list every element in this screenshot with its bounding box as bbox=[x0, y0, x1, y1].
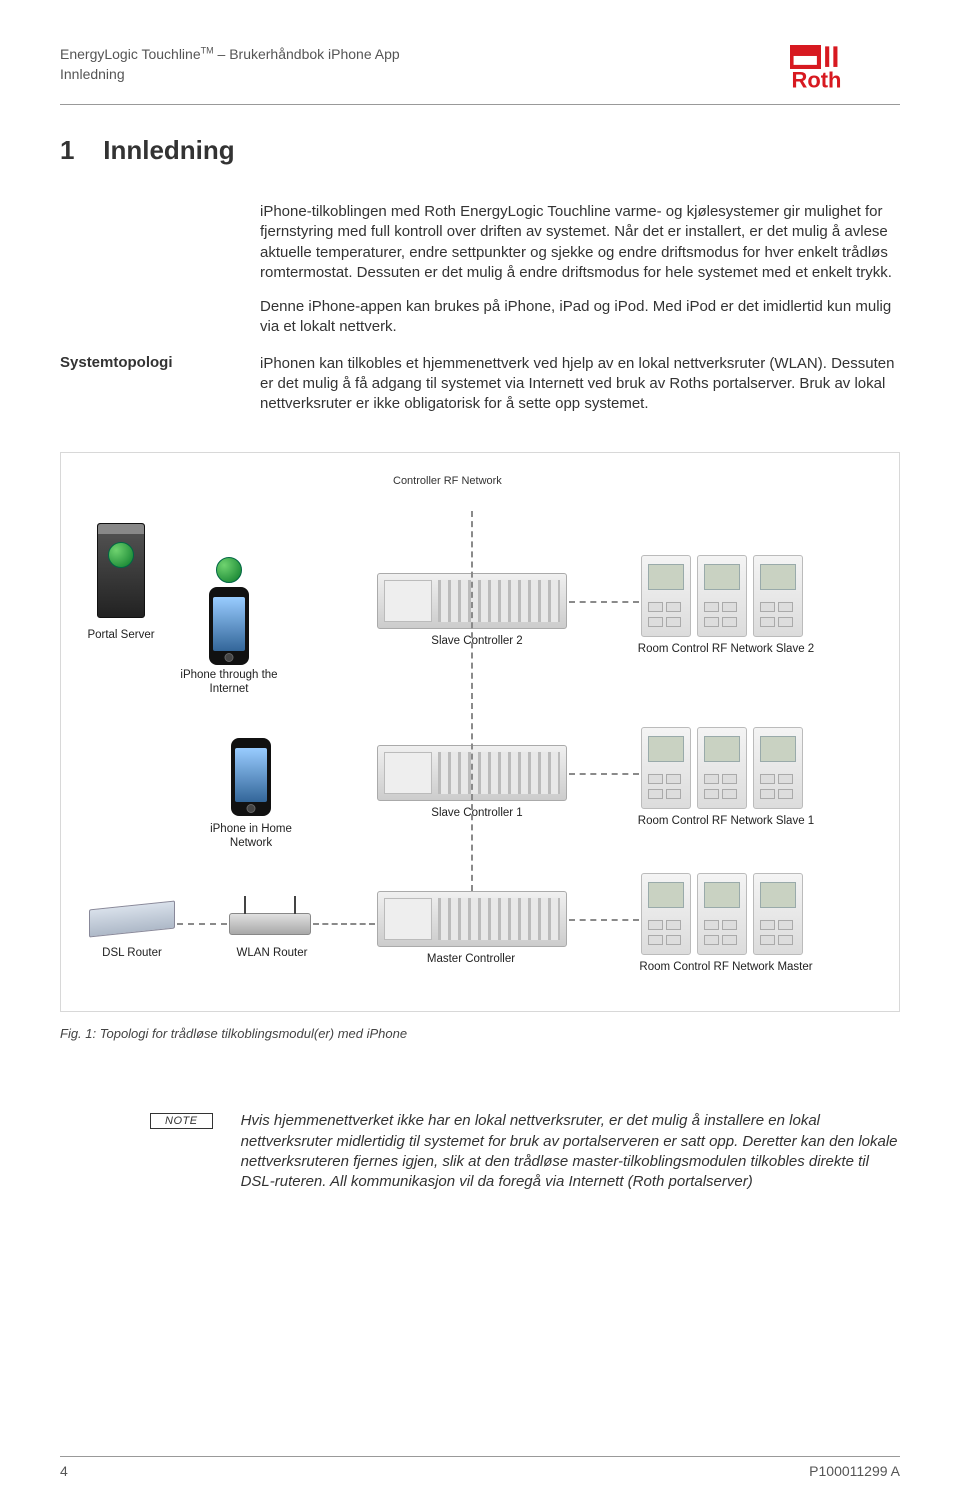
iphone-home-label: iPhone in Home Network bbox=[201, 823, 301, 851]
doc-title-suffix: – Brukerhåndbok iPhone App bbox=[214, 46, 400, 62]
topology-paragraph: iPhonen kan tilkobles et hjemmenettverk … bbox=[260, 354, 900, 415]
conn-vertical bbox=[471, 511, 473, 891]
page-footer: 4 P100011299 A bbox=[60, 1456, 900, 1479]
slave-controller-1-label: Slave Controller 1 bbox=[407, 807, 547, 821]
note-block: NOTE Hvis hjemmenettverket ikke har en l… bbox=[150, 1111, 900, 1192]
master-controller-device bbox=[377, 891, 567, 947]
trademark: TM bbox=[201, 45, 214, 55]
conn-wlan-master bbox=[313, 923, 375, 925]
header-left: EnergyLogic TouchlineTM – Brukerhåndbok … bbox=[60, 45, 400, 82]
topology-side-label: Systemtopologi bbox=[60, 354, 240, 371]
conn-s1-room1 bbox=[569, 773, 639, 775]
room-slave-2-device bbox=[641, 555, 803, 637]
iphone-internet-label: iPhone through the Internet bbox=[179, 669, 279, 697]
conn-dsl-wlan bbox=[177, 923, 227, 925]
page-number: 4 bbox=[60, 1463, 68, 1479]
portal-server-device bbox=[97, 523, 145, 618]
slave-controller-2-label: Slave Controller 2 bbox=[407, 635, 547, 649]
header-section: Innledning bbox=[60, 66, 400, 82]
rf-network-label: Controller RF Network bbox=[391, 475, 504, 487]
chapter-heading: 1 Innledning bbox=[60, 135, 900, 166]
wlan-router-device bbox=[229, 913, 311, 935]
dsl-router-label: DSL Router bbox=[89, 947, 175, 961]
master-controller-label: Master Controller bbox=[401, 953, 541, 967]
portal-server-label: Portal Server bbox=[79, 629, 163, 643]
figure-caption: Fig. 1: Topologi for trådløse tilkobling… bbox=[60, 1026, 900, 1041]
chapter-number: 1 bbox=[60, 135, 96, 166]
topology-block: Systemtopologi iPhonen kan tilkobles et … bbox=[60, 354, 900, 431]
page-header: EnergyLogic TouchlineTM – Brukerhåndbok … bbox=[60, 45, 900, 105]
conn-master-roomm bbox=[569, 919, 639, 921]
note-text: Hvis hjemmenettverket ikke har en lokal … bbox=[241, 1111, 900, 1192]
intro-block: iPhone-tilkoblingen med Roth EnergyLogic… bbox=[260, 202, 900, 338]
document-id: P100011299 A bbox=[809, 1463, 900, 1479]
iphone-internet-device bbox=[209, 557, 249, 665]
room-slave-1-device bbox=[641, 727, 803, 809]
svg-text:Roth: Roth bbox=[792, 68, 842, 93]
room-master-device bbox=[641, 873, 803, 955]
conn-s2-room2 bbox=[569, 601, 639, 603]
dsl-router-device bbox=[89, 905, 175, 933]
note-badge: NOTE bbox=[150, 1113, 213, 1129]
header-title: EnergyLogic TouchlineTM – Brukerhåndbok … bbox=[60, 46, 400, 62]
roth-logo: Roth bbox=[790, 45, 900, 98]
room-slave-1-label: Room Control RF Network Slave 1 bbox=[621, 815, 831, 829]
product-line: EnergyLogic Touchline bbox=[60, 46, 201, 62]
iphone-home-device bbox=[231, 738, 271, 816]
intro-paragraph-2: Denne iPhone-appen kan brukes på iPhone,… bbox=[260, 297, 900, 338]
wlan-router-label: WLAN Router bbox=[229, 947, 315, 961]
chapter-title: Innledning bbox=[103, 135, 234, 165]
intro-paragraph-1: iPhone-tilkoblingen med Roth EnergyLogic… bbox=[260, 202, 900, 283]
topology-diagram: Controller RF Network Portal Server iPho… bbox=[60, 452, 900, 1012]
room-slave-2-label: Room Control RF Network Slave 2 bbox=[621, 643, 831, 657]
room-master-label: Room Control RF Network Master bbox=[621, 961, 831, 975]
